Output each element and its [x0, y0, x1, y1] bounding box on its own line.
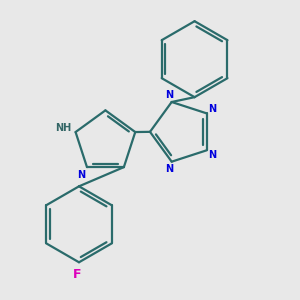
- Text: N: N: [165, 164, 173, 174]
- Text: N: N: [208, 104, 217, 114]
- Text: N: N: [165, 90, 173, 100]
- Text: N: N: [77, 170, 85, 180]
- Text: N: N: [208, 149, 217, 160]
- Text: NH: NH: [56, 122, 72, 133]
- Text: F: F: [73, 268, 82, 281]
